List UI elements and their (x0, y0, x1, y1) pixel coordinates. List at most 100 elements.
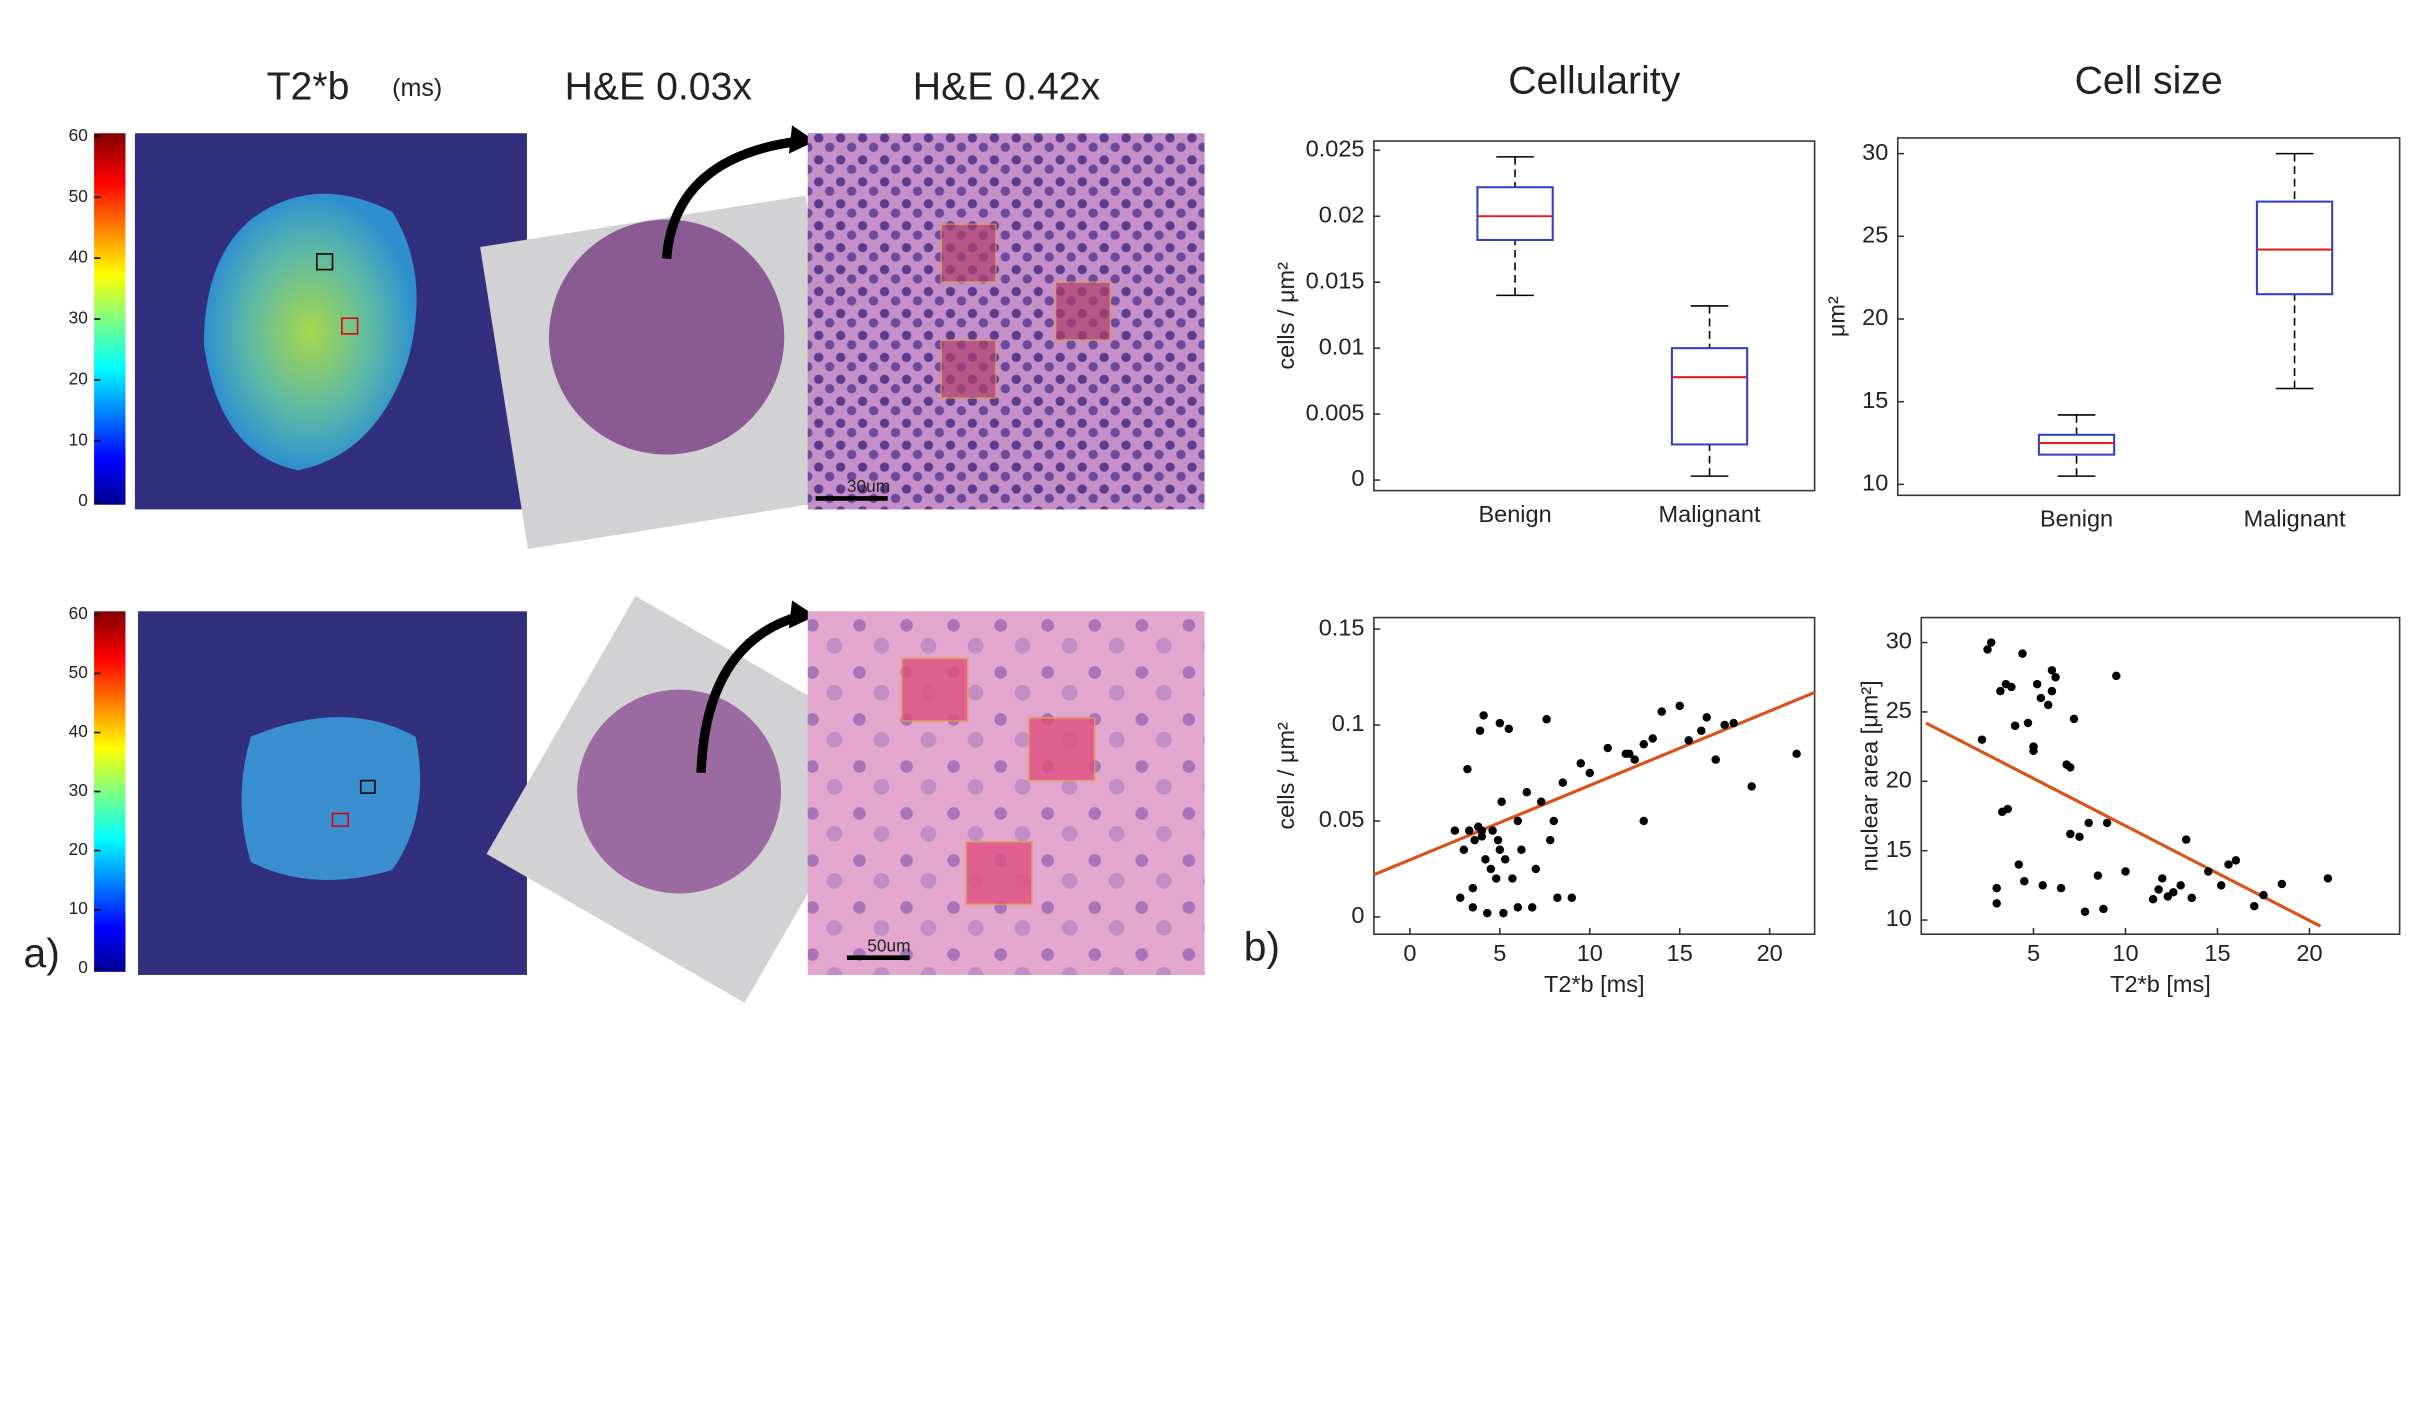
point (2047, 666, 2057, 675)
point (1558, 778, 1568, 787)
point (2010, 721, 2020, 731)
roi (1028, 717, 1096, 782)
chart-title: Cellularity (1508, 59, 1680, 102)
x-tick-label: 5 (1493, 940, 1506, 966)
axes-box (1373, 140, 1816, 492)
tissue-section (548, 219, 785, 455)
zoom-arrow (661, 136, 801, 259)
point (2121, 867, 2130, 876)
point (1639, 739, 1648, 749)
y-tick-label: 0.02 (1319, 201, 1365, 227)
point (1508, 874, 1517, 883)
point (1495, 845, 1505, 854)
point (1475, 726, 1485, 736)
point (2224, 860, 2233, 869)
point (1977, 735, 1987, 744)
point (1479, 711, 1488, 720)
y-tick-label: 0.025 (1306, 136, 1365, 162)
point (1542, 715, 1551, 724)
panel-label: b) (1244, 924, 1280, 970)
colorbar-tick-label: 0 (78, 957, 88, 977)
point (2014, 860, 2024, 869)
point (2259, 890, 2268, 900)
tissue-blob (241, 717, 421, 881)
axes-box (1920, 616, 2401, 935)
point (1517, 845, 1526, 854)
point (1481, 855, 1490, 864)
point (2075, 832, 2084, 842)
histology-zoom (807, 133, 1205, 510)
point (1477, 826, 1487, 835)
point (2204, 867, 2213, 876)
point (1657, 707, 1666, 716)
roi (316, 253, 334, 271)
y-tick-label: 0.005 (1306, 399, 1365, 425)
point (1459, 845, 1469, 854)
point (2084, 818, 2093, 828)
axes-box (1896, 137, 2401, 497)
point (2020, 876, 2029, 886)
header: H&E 0.03x (565, 66, 753, 109)
y-tick-label: 0.015 (1306, 267, 1365, 293)
x-tick-label: Benign (2040, 506, 2113, 532)
y-tick-label: 30 (1886, 628, 1912, 654)
point (1996, 686, 2005, 696)
colorbar-tick-label: 40 (69, 247, 88, 267)
point (1625, 749, 1634, 759)
point (2023, 718, 2033, 728)
colorbar-tick-label: 10 (69, 429, 88, 449)
point (2181, 835, 2191, 844)
point (2102, 818, 2112, 828)
point (2080, 907, 2090, 916)
fit-line (1925, 721, 2322, 928)
point (1992, 883, 2001, 893)
x-tick-label: Malignant (1659, 501, 1761, 527)
point (1567, 893, 1577, 902)
roi (1054, 281, 1112, 341)
header: H&E 0.42x (913, 66, 1101, 109)
point (1468, 903, 1478, 912)
panel-a: T2*b (ms) H&E 0.03x H&E 0.42x 30um (24, 66, 1280, 1003)
point (2158, 874, 2167, 883)
point (1482, 908, 1492, 918)
colorbar-tick-label: 50 (69, 186, 88, 206)
point (1648, 734, 1657, 743)
colorbar-tick-label: 30 (69, 780, 88, 800)
point (2099, 904, 2108, 914)
colorbar-tick-label: 50 (69, 662, 88, 682)
point (2056, 883, 2066, 893)
point (1495, 718, 1505, 728)
point (1792, 749, 1801, 759)
point (1553, 893, 1562, 902)
box (1476, 186, 1554, 242)
zoom-arrow (696, 611, 802, 773)
box (1670, 347, 1749, 446)
point (1493, 835, 1503, 845)
point (2003, 804, 2012, 814)
point (2066, 763, 2075, 772)
point (2038, 881, 2047, 890)
point (2066, 829, 2075, 839)
y-tick-label: 0.01 (1319, 333, 1365, 359)
y-tick-label: 25 (1886, 697, 1912, 723)
point (1603, 743, 1612, 753)
y-tick-label: 20 (1862, 304, 1888, 330)
point (2018, 649, 2027, 658)
point (1468, 883, 1478, 893)
colorbar-tick-label: 60 (69, 603, 88, 623)
box (2255, 200, 2334, 296)
point (1450, 826, 1460, 835)
point (1497, 797, 1506, 807)
point (1630, 755, 1639, 764)
colorbar-tick-label: 10 (69, 898, 88, 918)
point (1504, 724, 1514, 734)
roi (940, 339, 997, 399)
colorbar-tick-label: 60 (69, 125, 88, 145)
point (1491, 874, 1501, 883)
point (1729, 718, 1738, 728)
y-tick-label: 0.1 (1332, 710, 1365, 736)
y-tick-label: 25 (1862, 222, 1888, 248)
y-tick-label: 15 (1862, 387, 1888, 413)
point (1522, 787, 1532, 797)
